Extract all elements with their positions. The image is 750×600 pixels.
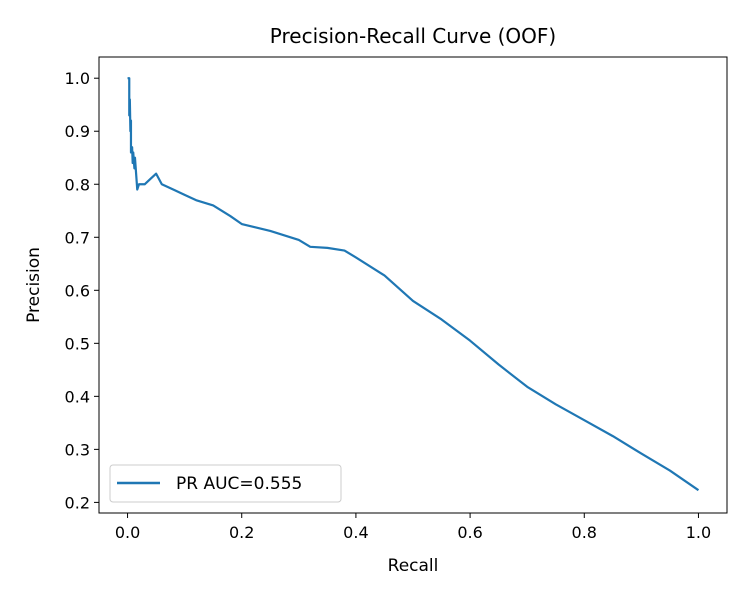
chart-title: Precision-Recall Curve (OOF) — [270, 24, 556, 48]
pr-curve-line — [127, 77, 700, 492]
plot-frame — [98, 56, 728, 514]
y-tick-label: 0.4 — [65, 387, 90, 406]
y-tick-label: 1.0 — [65, 69, 90, 88]
y-tick-label: 0.5 — [65, 334, 90, 353]
x-tick-label: 0.8 — [572, 523, 597, 542]
legend: PR AUC=0.555 — [109, 464, 342, 503]
y-tick-label: 0.8 — [65, 175, 90, 194]
y-axis: 0.2 0.3 0.4 0.5 0.6 0.7 0.8 0.9 1.0 — [65, 69, 99, 512]
x-tick-label: 0.4 — [343, 523, 368, 542]
y-axis-label: Precision — [24, 247, 44, 323]
x-axis: 0.0 0.2 0.4 0.6 0.8 1.0 — [115, 513, 711, 542]
x-tick-label: 0.0 — [115, 523, 140, 542]
y-tick-label: 0.6 — [65, 281, 90, 300]
x-tick-label: 0.2 — [229, 523, 254, 542]
y-tick-label: 0.9 — [65, 122, 90, 141]
y-tick-label: 0.3 — [65, 440, 90, 459]
y-tick-label: 0.2 — [65, 493, 90, 512]
legend-label: PR AUC=0.555 — [176, 474, 302, 494]
x-tick-label: 1.0 — [686, 523, 711, 542]
x-tick-label: 0.6 — [457, 523, 482, 542]
y-tick-label: 0.7 — [65, 228, 90, 247]
legend-box — [109, 464, 342, 503]
x-axis-label: Recall — [388, 556, 439, 576]
